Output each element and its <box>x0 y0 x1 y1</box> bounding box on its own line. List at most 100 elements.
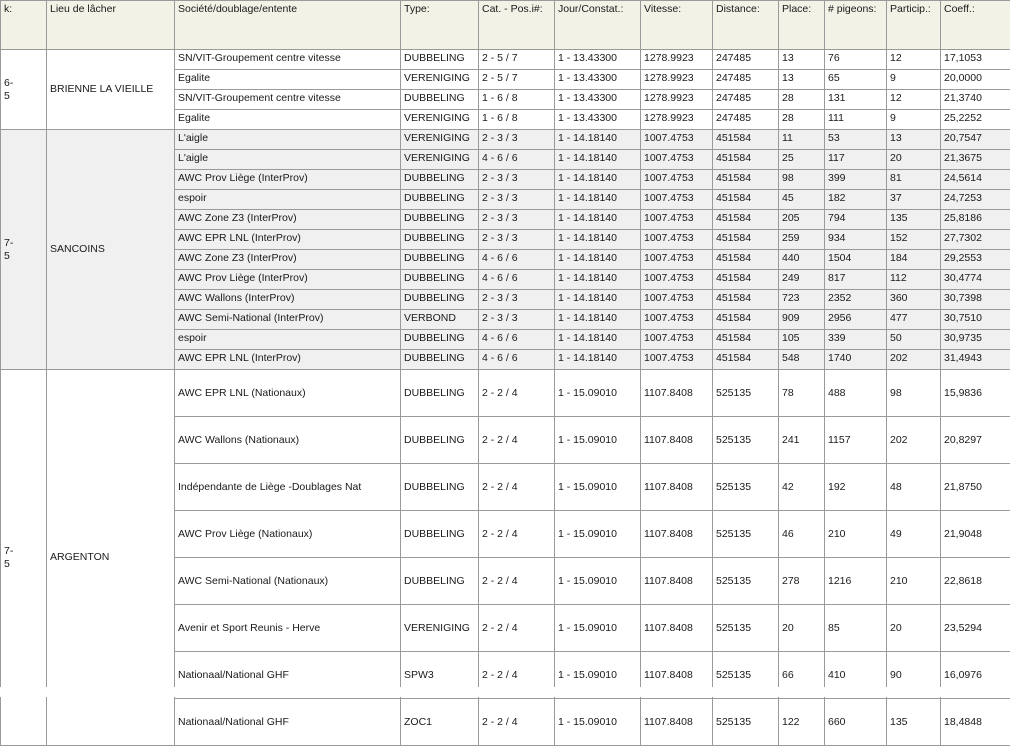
col-header-type: Type: <box>401 1 479 50</box>
cell-participation: 50 <box>887 330 941 350</box>
cell-distance: 525135 <box>713 370 779 417</box>
cell-place: 78 <box>779 370 825 417</box>
cell-categorie: 2 - 3 / 3 <box>479 230 555 250</box>
cell-place: 28 <box>779 90 825 110</box>
cell-participation: 9 <box>887 110 941 130</box>
cell-type: DUBBELING <box>401 230 479 250</box>
cell-vitesse: 1278.9923 <box>641 70 713 90</box>
cell-place: 440 <box>779 250 825 270</box>
cell-distance: 247485 <box>713 70 779 90</box>
table-header: k: Lieu de lâcher Société/doublage/enten… <box>1 1 1010 50</box>
cell-pigeons: 794 <box>825 210 887 230</box>
cell-jour-constat: 1 - 14.18140 <box>555 170 641 190</box>
cell-type: DUBBELING <box>401 170 479 190</box>
cell-participation: 12 <box>887 50 941 70</box>
cell-societe: AWC EPR LNL (InterProv) <box>175 350 401 370</box>
cell-categorie: 2 - 5 / 7 <box>479 50 555 70</box>
cell-societe: AWC Wallons (Nationaux) <box>175 417 401 464</box>
cell-pigeons: 1504 <box>825 250 887 270</box>
cell-distance: 451584 <box>713 130 779 150</box>
cell-jour-constat: 1 - 13.43300 <box>555 90 641 110</box>
row-group-code: 6- 5 <box>1 50 47 130</box>
cell-jour-constat: 1 - 14.18140 <box>555 350 641 370</box>
header-row: k: Lieu de lâcher Société/doublage/enten… <box>1 1 1010 50</box>
cell-coefficient: 30,7398 <box>941 290 1010 310</box>
cell-place: 28 <box>779 110 825 130</box>
cell-jour-constat: 1 - 14.18140 <box>555 190 641 210</box>
cell-pigeons: 1740 <box>825 350 887 370</box>
cell-categorie: 4 - 6 / 6 <box>479 330 555 350</box>
cell-type: DUBBELING <box>401 270 479 290</box>
cell-pigeons: 934 <box>825 230 887 250</box>
cell-distance: 525135 <box>713 699 779 746</box>
cell-jour-constat: 1 - 14.18140 <box>555 290 641 310</box>
cell-place: 20 <box>779 605 825 652</box>
cell-categorie: 4 - 6 / 6 <box>479 250 555 270</box>
cell-coefficient: 24,7253 <box>941 190 1010 210</box>
cell-jour-constat: 1 - 13.43300 <box>555 110 641 130</box>
cell-place: 723 <box>779 290 825 310</box>
cell-vitesse: 1007.4753 <box>641 170 713 190</box>
sheet-bottom-area <box>0 687 1010 697</box>
cell-place: 909 <box>779 310 825 330</box>
cell-type: DUBBELING <box>401 290 479 310</box>
cell-jour-constat: 1 - 14.18140 <box>555 270 641 290</box>
cell-jour-constat: 1 - 14.18140 <box>555 230 641 250</box>
cell-type: DUBBELING <box>401 210 479 230</box>
cell-distance: 451584 <box>713 170 779 190</box>
cell-participation: 135 <box>887 210 941 230</box>
cell-place: 46 <box>779 511 825 558</box>
cell-categorie: 2 - 3 / 3 <box>479 310 555 330</box>
cell-distance: 451584 <box>713 350 779 370</box>
cell-categorie: 2 - 2 / 4 <box>479 370 555 417</box>
cell-vitesse: 1107.8408 <box>641 464 713 511</box>
col-header-code: k: <box>1 1 47 50</box>
cell-participation: 360 <box>887 290 941 310</box>
cell-place: 259 <box>779 230 825 250</box>
cell-coefficient: 21,8750 <box>941 464 1010 511</box>
cell-participation: 152 <box>887 230 941 250</box>
cell-vitesse: 1007.4753 <box>641 230 713 250</box>
cell-distance: 525135 <box>713 558 779 605</box>
cell-distance: 451584 <box>713 310 779 330</box>
cell-coefficient: 17,1053 <box>941 50 1010 70</box>
cell-coefficient: 24,5614 <box>941 170 1010 190</box>
cell-vitesse: 1007.4753 <box>641 310 713 330</box>
cell-pigeons: 2956 <box>825 310 887 330</box>
cell-coefficient: 20,7547 <box>941 130 1010 150</box>
cell-pigeons: 111 <box>825 110 887 130</box>
row-group-release-place: SANCOINS <box>47 130 175 370</box>
cell-societe: AWC Prov Liège (InterProv) <box>175 270 401 290</box>
cell-categorie: 2 - 2 / 4 <box>479 605 555 652</box>
col-header-distance: Distance: <box>713 1 779 50</box>
col-header-categorie: Cat. - Pos.i#: <box>479 1 555 50</box>
cell-jour-constat: 1 - 15.09010 <box>555 464 641 511</box>
cell-categorie: 2 - 5 / 7 <box>479 70 555 90</box>
cell-distance: 451584 <box>713 270 779 290</box>
cell-vitesse: 1107.8408 <box>641 605 713 652</box>
cell-coefficient: 15,9836 <box>941 370 1010 417</box>
cell-vitesse: 1278.9923 <box>641 90 713 110</box>
cell-participation: 98 <box>887 370 941 417</box>
cell-distance: 247485 <box>713 110 779 130</box>
cell-societe: AWC Prov Liège (InterProv) <box>175 170 401 190</box>
cell-societe: Avenir et Sport Reunis - Herve <box>175 605 401 652</box>
cell-pigeons: 1157 <box>825 417 887 464</box>
cell-jour-constat: 1 - 14.18140 <box>555 130 641 150</box>
col-header-coefficient: Coeff.: <box>941 1 1010 50</box>
cell-vitesse: 1007.4753 <box>641 190 713 210</box>
cell-categorie: 2 - 2 / 4 <box>479 417 555 464</box>
cell-societe: AWC Prov Liège (Nationaux) <box>175 511 401 558</box>
cell-participation: 13 <box>887 130 941 150</box>
cell-jour-constat: 1 - 15.09010 <box>555 370 641 417</box>
cell-type: ZOC1 <box>401 699 479 746</box>
cell-type: DUBBELING <box>401 50 479 70</box>
cell-pigeons: 192 <box>825 464 887 511</box>
cell-vitesse: 1007.4753 <box>641 330 713 350</box>
cell-participation: 9 <box>887 70 941 90</box>
cell-jour-constat: 1 - 14.18140 <box>555 310 641 330</box>
